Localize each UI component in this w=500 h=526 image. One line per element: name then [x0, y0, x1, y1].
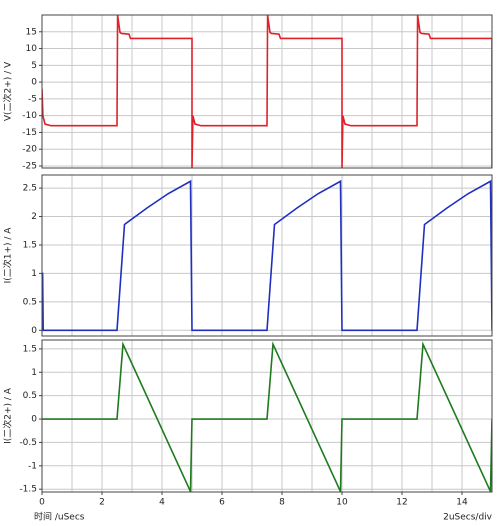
y-tick-label: 2	[31, 212, 37, 222]
x-tick-label: 12	[396, 498, 407, 508]
y-tick-label: 1	[31, 368, 37, 378]
y-tick-label: -20	[22, 145, 37, 155]
y-axis-label: I(二次2+) / A	[2, 387, 14, 444]
x-tick-label: 6	[219, 498, 225, 508]
y-tick-label: -15	[22, 128, 37, 138]
x-axis-label: 时间 /uSecs	[34, 511, 85, 523]
x-tick-label: 8	[279, 498, 285, 508]
x-tick-label: 2	[99, 498, 105, 508]
x-tick-label: 10	[336, 498, 348, 508]
x-scale-note: 2uSecs/div	[443, 513, 493, 523]
y-axis-label: V(二次2+) / V	[2, 61, 14, 121]
y-tick-label: 0.5	[23, 297, 37, 307]
plot-frame	[41, 14, 493, 169]
y-tick-label: 1.5	[23, 344, 37, 354]
plot-frame	[41, 339, 493, 493]
y-tick-label: -25	[22, 161, 37, 171]
y-tick-label: 1	[31, 269, 37, 279]
data-line	[42, 179, 492, 332]
x-tick-label: 4	[159, 498, 165, 508]
y-tick-label: -5	[28, 94, 37, 104]
data-line	[42, 15, 492, 168]
plot-frame	[41, 174, 493, 337]
y-tick-label: 10	[26, 44, 38, 54]
y-tick-label: 0	[31, 78, 37, 88]
y-tick-label: 2.5	[23, 184, 37, 194]
y-axis-label: I(二次1+) / A	[2, 227, 14, 284]
y-tick-label: 0	[31, 415, 37, 425]
y-tick-label: -1.5	[19, 485, 37, 495]
y-tick-label: 0.5	[23, 391, 37, 401]
data-line	[42, 341, 492, 492]
y-tick-label: 5	[31, 61, 37, 71]
y-tick-label: -0.5	[19, 438, 37, 448]
y-tick-label: 15	[26, 27, 37, 37]
x-tick-label: 14	[456, 498, 468, 508]
y-tick-label: 1.5	[23, 240, 37, 250]
y-tick-label: -1	[28, 461, 37, 471]
y-tick-label: 0	[31, 326, 37, 336]
y-tick-label: -10	[22, 111, 37, 121]
x-tick-label: 0	[39, 498, 45, 508]
